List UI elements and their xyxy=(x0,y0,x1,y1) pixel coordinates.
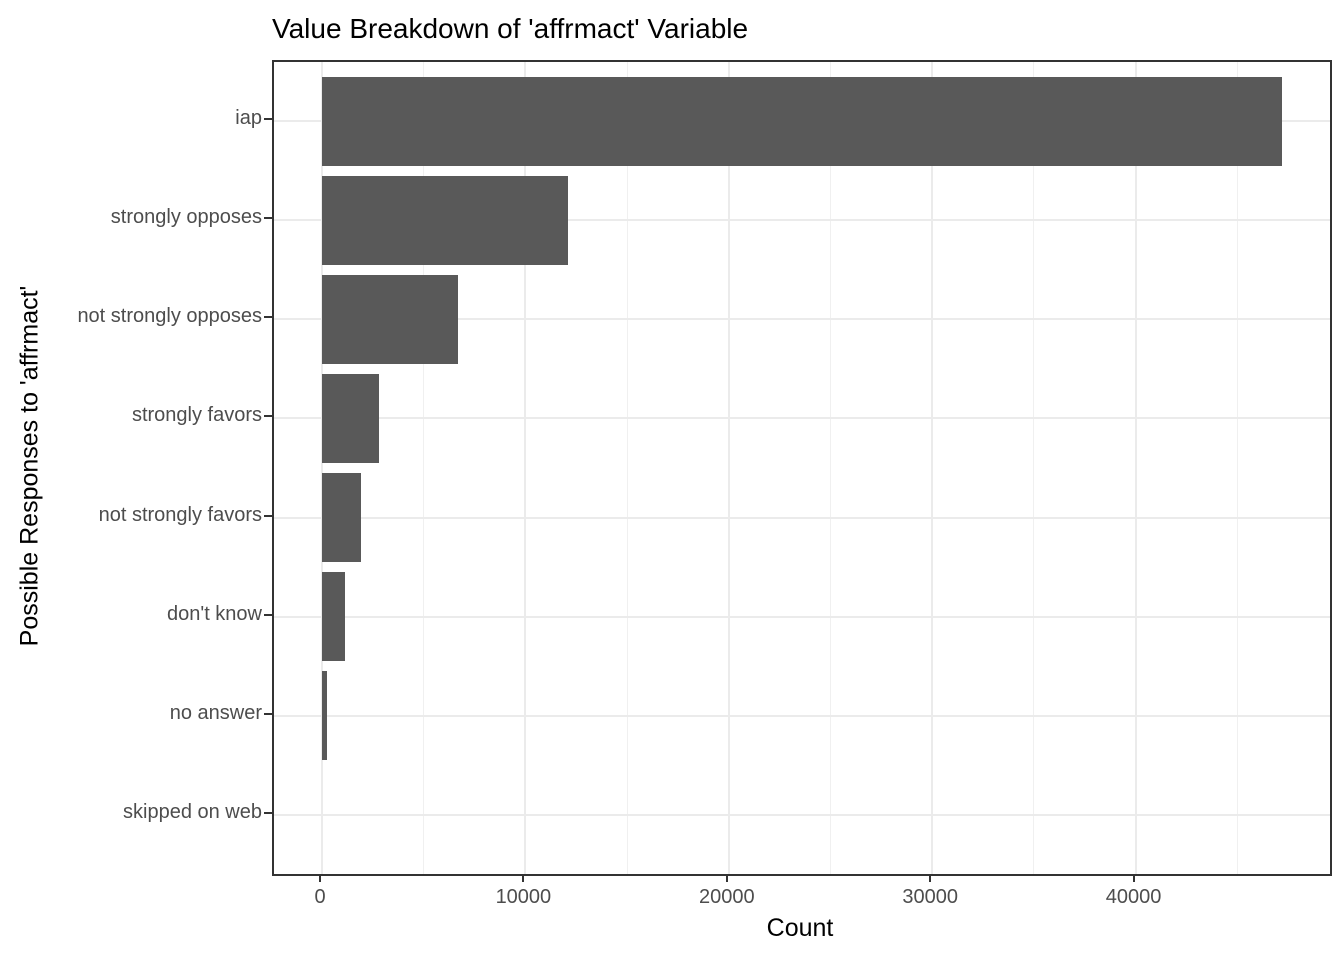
x-axis-tick xyxy=(1132,874,1135,882)
y-axis-title: Possible Responses to 'affrmact' xyxy=(15,285,44,647)
y-axis-tick xyxy=(264,118,272,121)
gridline-x-major xyxy=(321,62,323,874)
y-tick-label-not-strongly-favors: not strongly favors xyxy=(98,503,262,526)
y-axis-tick xyxy=(264,217,272,220)
y-tick-label-skipped-on-web: skipped on web xyxy=(123,800,262,823)
gridline-x-minor xyxy=(423,62,425,874)
gridline-x-minor xyxy=(1033,62,1035,874)
bar-strongly-favors xyxy=(322,373,379,464)
gridline-y-major xyxy=(274,318,1330,321)
y-axis-tick xyxy=(264,811,272,814)
x-axis-title: Count xyxy=(766,914,834,942)
chart-title: Value Breakdown of 'affrmact' Variable xyxy=(272,13,749,44)
gridline-x-minor xyxy=(1236,62,1238,874)
y-axis-tick xyxy=(264,514,272,517)
y-tick-label-iap: iap xyxy=(235,107,262,130)
gridline-x-major xyxy=(524,62,527,874)
gridline-x-major xyxy=(931,62,934,874)
y-tick-label-don-t-know: don't know xyxy=(167,602,262,625)
gridline-x-major xyxy=(727,62,730,874)
y-axis-tick xyxy=(264,712,272,715)
y-tick-label-strongly-opposes: strongly opposes xyxy=(110,206,262,229)
gridline-y-major xyxy=(274,417,1330,420)
bar-iap xyxy=(322,76,1282,166)
y-axis-tick xyxy=(264,415,272,418)
x-tick-label: 40000 xyxy=(1105,886,1162,908)
bar-not-strongly-opposes xyxy=(322,274,459,364)
x-axis-tick xyxy=(319,874,321,882)
bar-not-strongly-favors xyxy=(322,472,361,563)
x-tick-label: 0 xyxy=(314,886,326,908)
gridline-x-minor xyxy=(829,62,831,874)
y-tick-label-not-strongly-opposes: not strongly opposes xyxy=(77,305,262,328)
x-tick-label: 30000 xyxy=(902,886,958,908)
gridline-x-minor xyxy=(626,62,628,874)
x-axis-tick xyxy=(929,874,932,882)
x-tick-label: 20000 xyxy=(698,886,755,908)
y-axis-tick xyxy=(264,613,272,616)
bar-no-answer xyxy=(322,671,327,761)
gridline-y-major xyxy=(274,714,1330,717)
bar-don-t-know xyxy=(322,571,346,662)
x-axis-tick xyxy=(522,874,525,882)
y-tick-label-strongly-favors: strongly favors xyxy=(131,404,262,427)
plot-panel xyxy=(272,60,1332,876)
y-tick-label-no-answer: no answer xyxy=(169,701,262,724)
gridline-y-major xyxy=(274,516,1330,519)
gridline-y-major xyxy=(274,813,1330,816)
x-axis-tick xyxy=(725,874,728,882)
gridline-y-major xyxy=(274,615,1330,618)
gridline-y-major xyxy=(274,219,1330,222)
gridline-x-major xyxy=(1134,62,1137,874)
bar-strongly-opposes xyxy=(322,175,569,265)
y-axis-tick xyxy=(264,316,272,319)
x-tick-label: 10000 xyxy=(495,886,552,908)
